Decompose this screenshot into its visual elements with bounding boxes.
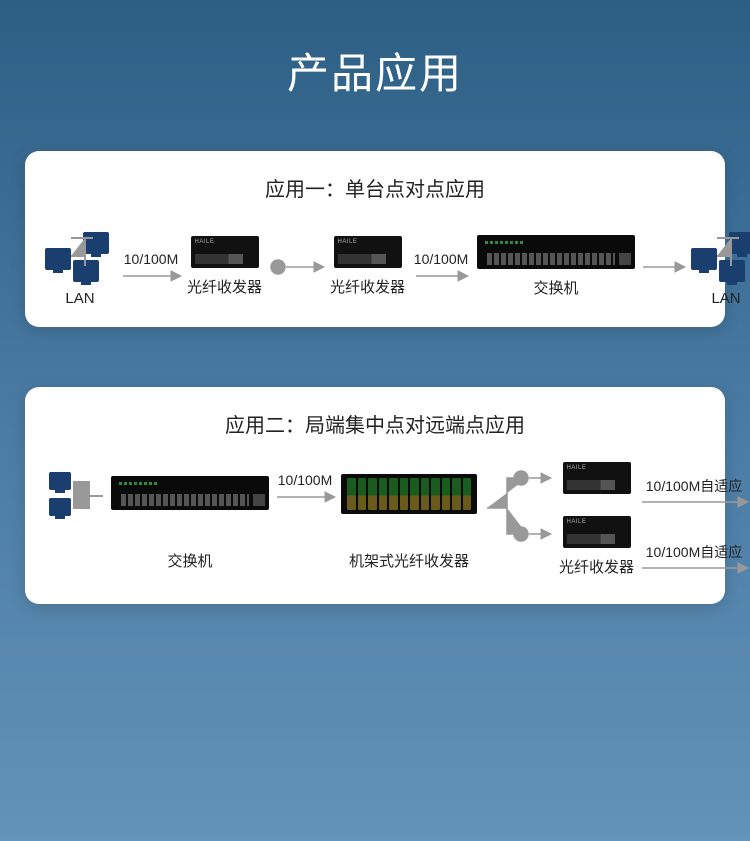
arrow-icon [640,496,748,508]
panel1-mc2: 光纤收发器 [330,236,405,297]
panel1-mc1: 光纤收发器 [187,236,262,297]
lan-cluster-icon [45,226,115,282]
media-converter-icon [563,462,631,494]
panel2-mc-label: 光纤收发器 [559,556,634,577]
panel1-switch-label: 交换机 [534,277,579,298]
panel1-lan-right: LAN [691,226,750,307]
panel2-mc-col: 光纤收发器 [559,462,634,577]
lan-cluster-icon [691,226,750,282]
page-title: 产品应用 [25,40,725,101]
pc-pair-icon [45,472,105,522]
lan-wire-icon [45,226,115,282]
panel2-pcs [45,462,105,522]
panel1-diagram: LAN 10/100M 光纤收发器 光纤收发器 10/100M [45,226,705,307]
panel1-speed-right-text: 10/100M [414,251,468,267]
media-converter-icon [563,516,631,548]
panel1-mc1-label: 光纤收发器 [187,276,262,297]
panel2-switch-label: 交换机 [167,550,212,571]
media-converter-icon [334,236,402,268]
panel1-lan-left-label: LAN [65,290,94,307]
arrow-icon [275,490,335,504]
panel1-title: 应用一：单台点对点应用 [45,173,705,202]
arrow-icon [414,269,468,283]
panel1-speed-left: 10/100M [121,251,181,283]
panel2-rackmc: 机架式光纤收发器 [341,462,477,571]
panel-app1: 应用一：单台点对点应用 LAN 10/100M 光纤收发器 [25,151,725,327]
panel2-title: 应用二：局端集中点对远端点应用 [45,409,705,438]
panel1-speed-left-text: 10/100M [124,251,178,267]
panel2-right: 10/100M自适应 LAN 10/100 [640,462,750,584]
rack-media-converter-icon [341,474,477,514]
panel2-diagram: 交换机 10/100M 机架式光纤收发器 [45,462,705,584]
panel1-lan-right-label: LAN [711,290,740,307]
arrow-icon [640,562,748,574]
panel2-speed-left: 10/100M [275,462,335,504]
switch-icon [111,476,269,510]
pc-wire-icon [45,472,105,522]
panel-app2: 应用二：局端集中点对远端点应用 交换机 10/100M [25,387,725,604]
panel2-speed-left-text: 10/100M [278,472,332,488]
panel2-speed-r1: 10/100M自适应 [646,476,742,496]
split-arrow-icon [483,462,553,554]
arrow-icon [641,260,685,274]
arrow-icon [121,269,181,283]
fiber-link-icon [268,257,324,277]
panel2-rackmc-label: 机架式光纤收发器 [349,550,469,571]
panel2-right-row1: 10/100M自适应 LAN [640,462,750,521]
media-converter-icon [191,236,259,268]
switch-icon [477,235,635,269]
panel2-right-row2: 10/100M自适应 PC [640,531,750,584]
panel1-lan-left: LAN [45,226,115,307]
panel2-switch: 交换机 [111,462,269,571]
panel1-switch: 交换机 [477,235,635,298]
panel2-speed-r2: 10/100M自适应 [646,542,742,562]
lan-wire-icon [691,226,750,282]
panel1-mc2-label: 光纤收发器 [330,276,405,297]
panel1-speed-right: 10/100M [411,251,471,283]
